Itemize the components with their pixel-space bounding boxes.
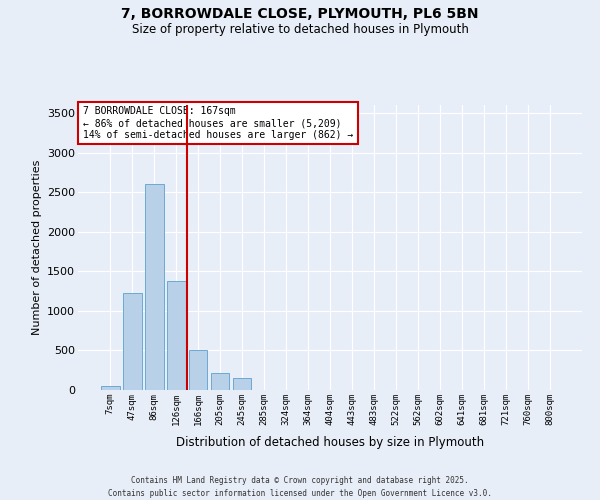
Bar: [167, 281, 185, 390]
Text: Size of property relative to detached houses in Plymouth: Size of property relative to detached ho…: [131, 22, 469, 36]
Bar: [233, 378, 251, 390]
Text: Contains HM Land Registry data © Crown copyright and database right 2025.
Contai: Contains HM Land Registry data © Crown c…: [108, 476, 492, 498]
Bar: [189, 350, 208, 390]
Text: 7 BORROWDALE CLOSE: 167sqm
← 86% of detached houses are smaller (5,209)
14% of s: 7 BORROWDALE CLOSE: 167sqm ← 86% of deta…: [83, 106, 353, 140]
Bar: [123, 292, 142, 390]
Text: Distribution of detached houses by size in Plymouth: Distribution of detached houses by size …: [176, 436, 484, 449]
Bar: [211, 374, 229, 390]
Bar: [145, 184, 164, 390]
Bar: [101, 386, 119, 390]
Y-axis label: Number of detached properties: Number of detached properties: [32, 160, 41, 335]
Text: 7, BORROWDALE CLOSE, PLYMOUTH, PL6 5BN: 7, BORROWDALE CLOSE, PLYMOUTH, PL6 5BN: [121, 8, 479, 22]
